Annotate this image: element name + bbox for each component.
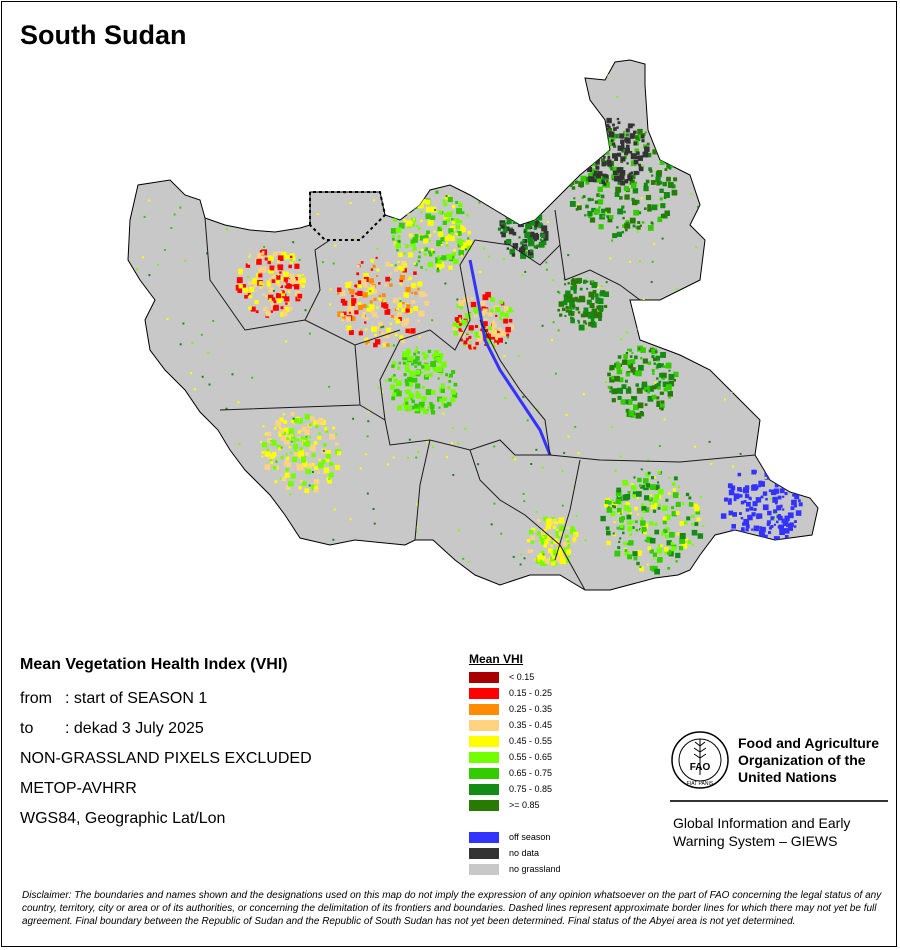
legend-item: no data [469,845,561,861]
legend-label: 0.25 - 0.35 [509,704,553,714]
legend-swatch [469,671,499,683]
legend-item: 0.35 - 0.45 [469,717,561,733]
vhi-map [127,59,819,591]
state-boundaries [204,209,756,591]
legend-special-list: off season no data no grassland [469,829,561,877]
legend-swatch [469,703,499,715]
to-label: to [20,720,34,737]
abyei-dashed-boundary [309,191,387,241]
legend: Mean VHI < 0.15 0.15 - 0.25 0.25 - 0.35 0.3… [469,652,561,877]
legend-swatch [469,687,499,699]
excluded-line: NON-GRASSLAND PIXELS EXCLUDED [20,750,312,767]
legend-swatch [469,831,499,843]
country-outline [127,59,819,591]
legend-label: 0.55 - 0.65 [509,752,553,762]
legend-swatch [469,783,499,795]
to-value: : dekad 3 July 2025 [65,720,204,737]
from-line: from : start of SEASON 1 [20,684,312,714]
legend-item: off season [469,829,561,845]
fao-divider [670,800,888,802]
index-heading: Mean Vegetation Health Index (VHI) [20,656,288,673]
legend-label: 0.65 - 0.75 [509,768,553,778]
legend-swatch [469,847,499,859]
legend-title: Mean VHI [469,652,524,666]
legend-item: >= 0.85 [469,797,561,813]
legend-label: no grassland [509,864,561,874]
legend-label: 0.15 - 0.25 [509,688,553,698]
legend-class-list: < 0.15 0.15 - 0.25 0.25 - 0.35 0.35 - 0.45 0… [469,669,561,813]
fao-emblem-icon: FAO FIAT PANIS [671,731,729,789]
sensor-line: METOP-AVHRR [20,780,137,797]
fao-letters: FAO [690,762,711,773]
legend-item: 0.55 - 0.65 [469,749,561,765]
disclaimer: Disclaimer: The boundaries and names sho… [22,890,882,927]
legend-label: 0.35 - 0.45 [509,720,553,730]
legend-item: no grassland [469,861,561,877]
legend-item: 0.75 - 0.85 [469,781,561,797]
legend-swatch [469,751,499,763]
fao-name: Food and Agriculture Organization of the… [738,735,880,785]
legend-swatch [469,767,499,779]
legend-label: 0.75 - 0.85 [509,784,553,794]
legend-item: 0.45 - 0.55 [469,733,561,749]
legend-label: 0.45 - 0.55 [509,736,553,746]
giews-name: Global Information and Early Warning Sys… [673,815,851,849]
legend-label: no data [509,848,540,858]
legend-label: >= 0.85 [509,800,540,810]
legend-label: < 0.15 [509,672,535,682]
from-value: : start of SEASON 1 [65,690,208,707]
legend-item: 0.15 - 0.25 [469,685,561,701]
legend-item: < 0.15 [469,669,561,685]
legend-label: off season [509,832,551,842]
map-info: Mean Vegetation Health Index (VHI) from:… [20,656,312,834]
map-area [127,59,819,591]
to-line: to : dekad 3 July 2025 [20,714,312,744]
from-label: from [20,690,52,707]
map-title: South Sudan [20,20,187,50]
legend-swatch [469,719,499,731]
fao-motto: FIAT PANIS [687,781,714,787]
legend-swatch [469,863,499,875]
legend-swatch [469,799,499,811]
legend-item: 0.65 - 0.75 [469,765,561,781]
legend-item: 0.25 - 0.35 [469,701,561,717]
legend-swatch [469,735,499,747]
projection-line: WGS84, Geographic Lat/Lon [20,810,226,827]
